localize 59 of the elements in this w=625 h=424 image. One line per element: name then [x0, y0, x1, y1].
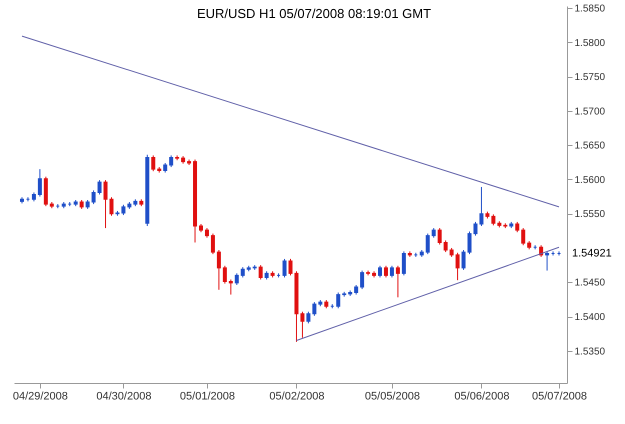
x-tick-label: 04/29/2008: [12, 390, 68, 402]
candlestick: [479, 186, 484, 227]
x-tick-label: 05/07/2008: [532, 390, 588, 402]
y-tick-label: 1.5750: [574, 72, 606, 84]
candlestick: [306, 311, 310, 324]
candlestick: [204, 228, 209, 238]
candlestick: [163, 162, 168, 174]
y-tick-label: 1.5800: [574, 38, 606, 49]
candlestick: [515, 221, 520, 233]
y-tick-label: 1.5650: [574, 140, 606, 152]
y-tick-label: 1.5600: [574, 174, 606, 186]
candlestick: [438, 228, 442, 246]
text: 1.54921: [572, 247, 612, 260]
y-tick-label: 1.5550: [574, 209, 606, 220]
candlestick: [234, 272, 239, 286]
candlestick: [104, 180, 108, 229]
x-tick-label: 05/05/2008: [364, 390, 420, 402]
y-tick-label: 1.5400: [574, 312, 606, 324]
candlestick: [288, 258, 292, 276]
candlestick: [473, 221, 478, 236]
candlestick: [462, 250, 466, 270]
candlestick: [396, 265, 400, 298]
x-tick-label: 04/30/2008: [96, 390, 152, 402]
candlestick: [521, 228, 526, 246]
candlestick: [444, 240, 448, 253]
candlestick: [378, 265, 382, 278]
candlestick: [390, 265, 394, 278]
candlestick: [98, 180, 102, 195]
x-tick-label: 05/02/2008: [269, 390, 324, 402]
candlestick: [169, 154, 174, 168]
candlestick: [282, 258, 287, 278]
candlestick: [210, 233, 215, 255]
candlestick: [109, 196, 114, 216]
candlestick: [121, 204, 126, 216]
candlestick: [38, 168, 42, 198]
candlestick: [402, 250, 406, 276]
candlestick: [432, 228, 436, 238]
candlestick: [336, 292, 340, 309]
y-tick-label: 1.5450: [574, 278, 606, 289]
candlestick: [545, 250, 550, 272]
candlestick: [491, 214, 496, 226]
candlestick: [468, 231, 472, 255]
y-tick-label: 1.5850: [574, 4, 606, 15]
candlestick: [384, 265, 388, 278]
candlestick: [216, 250, 221, 290]
candlestick: [300, 311, 304, 338]
candlestick: [312, 302, 316, 316]
candlestick: [354, 284, 358, 296]
y-tick-label: 1.5700: [574, 106, 606, 118]
y-tick-label: 1.5350: [574, 346, 606, 358]
candlestick: [222, 265, 227, 284]
candlestick: [360, 270, 364, 290]
x-tick-label: 05/06/2008: [454, 390, 510, 402]
candlestick: [456, 252, 460, 281]
candlestick: [228, 278, 233, 296]
candlestick: [92, 190, 96, 205]
chart-title: EUR/USD H1 05/07/2008 08:19:01 GMT: [196, 6, 432, 21]
x-tick-label: 05/01/2008: [180, 390, 235, 402]
candlestick: [258, 264, 263, 280]
